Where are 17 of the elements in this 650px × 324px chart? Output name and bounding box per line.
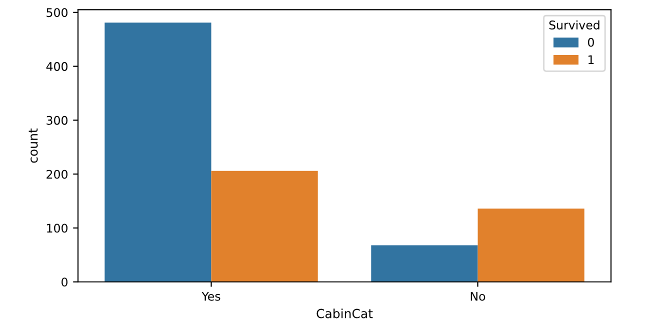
y-tick-label: 400 xyxy=(46,62,68,71)
y-tick-label: 0 xyxy=(62,278,68,287)
y-tick-label: 300 xyxy=(46,116,68,125)
bar xyxy=(371,245,478,282)
legend-label: 0 xyxy=(588,38,594,47)
x-tick-label: No xyxy=(470,292,486,301)
x-tick-label: Yes xyxy=(202,292,220,301)
y-tick-label: 500 xyxy=(46,8,68,18)
y-tick-label: 100 xyxy=(47,224,68,233)
x-axis-title: CabinCat xyxy=(316,308,373,318)
bar xyxy=(211,170,318,282)
y-axis-title: count xyxy=(28,128,38,163)
bar xyxy=(104,22,212,282)
bar xyxy=(478,208,584,282)
legend-title: Survived xyxy=(549,20,600,30)
legend-label: 1 xyxy=(588,55,594,64)
y-tick-label: 200 xyxy=(46,170,68,179)
